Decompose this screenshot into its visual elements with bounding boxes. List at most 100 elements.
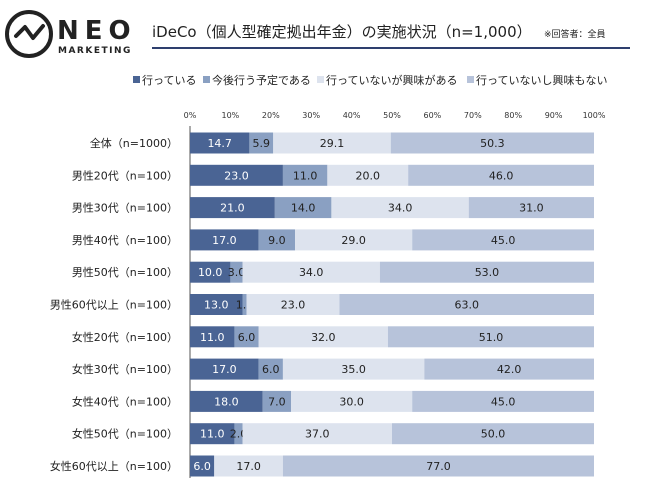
bar-segment — [242, 423, 392, 445]
bar-segment — [392, 423, 594, 445]
bar-value-label: 5.9 — [253, 137, 271, 150]
x-tick-label: 60% — [424, 111, 442, 120]
bar-segment — [274, 197, 332, 219]
bar-segment — [258, 229, 296, 251]
x-tick-label: 30% — [302, 111, 320, 120]
category-label: 女性60代以上（n=100） — [50, 459, 178, 473]
category-label: 女性30代（n=100） — [72, 362, 178, 376]
bar-segment — [190, 229, 259, 251]
bar-value-label: 6.0 — [193, 460, 211, 473]
bar-segment — [190, 164, 283, 186]
bar-segment — [273, 132, 391, 154]
bar-segment — [190, 261, 231, 283]
legend-swatch — [317, 76, 324, 83]
x-tick-label: 10% — [222, 111, 240, 120]
bar-segment — [282, 358, 425, 380]
x-tick-label: 20% — [262, 111, 280, 120]
bar-value-label: 10.0 — [198, 266, 223, 279]
bar-value-label: 30.0 — [339, 395, 364, 408]
bar-segment — [190, 294, 243, 315]
bar-segment — [390, 132, 594, 154]
bar-value-label: 9.0 — [268, 234, 286, 247]
bar-segment — [412, 390, 594, 412]
chart-title: iDeCo（個人型確定拠出年金）の実施状況（n=1,000） — [152, 23, 532, 41]
bar-value-label: 23.0 — [224, 169, 249, 182]
bar-segment — [234, 423, 243, 445]
category-label: 男性50代（n=100） — [72, 265, 178, 279]
category-label: 女性20代（n=100） — [72, 330, 178, 344]
category-label: 男性20代（n=100） — [72, 168, 178, 182]
bar-segment — [327, 164, 409, 186]
legend-swatch — [133, 76, 140, 83]
bar-value-label: 11.0 — [293, 169, 318, 182]
bar-segment — [190, 326, 235, 348]
bar-segment — [282, 455, 594, 477]
bar-segment — [246, 294, 340, 315]
bar-value-label: 6.0 — [262, 363, 280, 376]
bar-segment — [214, 455, 283, 477]
bar-segment — [412, 229, 594, 251]
category-label: 女性50代（n=100） — [72, 427, 178, 441]
category-labels: 全体（n=1000） 男性20代（n=100） 男性30代（n=100） 男性40代（… — [50, 136, 178, 473]
bar-value-label: 51.0 — [479, 331, 504, 344]
bar-segment — [387, 326, 594, 348]
bar-value-label: 31.0 — [519, 202, 544, 215]
bar-segment — [249, 132, 274, 154]
bar-value-label: 50.3 — [480, 137, 505, 150]
legend: 行っている 今後行う予定である 行っていないが興味がある 行っていないし興味もない — [133, 73, 607, 87]
bar-segment — [339, 294, 594, 315]
bar-segment — [282, 164, 328, 186]
bar-segment — [230, 261, 243, 283]
bar-value-label: 50.0 — [481, 428, 506, 441]
bar-value-label: 20.0 — [356, 169, 381, 182]
brand-subtitle: MARKETING — [58, 46, 132, 56]
bar-segment — [190, 455, 215, 477]
bar-value-label: 77.0 — [426, 460, 451, 473]
bar-value-label: 45.0 — [491, 234, 516, 247]
bar-segment — [234, 326, 259, 348]
category-label: 男性30代（n=100） — [72, 201, 178, 215]
bar-value-label: 7.0 — [268, 395, 286, 408]
bar-value-label: 17.0 — [236, 460, 261, 473]
bar-segment — [424, 358, 594, 380]
bar-value-label: 14.0 — [291, 202, 316, 215]
legend-swatch — [467, 76, 474, 83]
bar-value-label: 13.0 — [204, 299, 229, 312]
bar-segment — [258, 358, 283, 380]
respondent-note: ※回答者：全員 — [544, 28, 606, 40]
bar-segment — [190, 197, 275, 219]
x-tick-label: 40% — [343, 111, 361, 120]
bar-value-label: 35.0 — [341, 363, 366, 376]
legend-swatch — [203, 76, 210, 83]
bar-segment — [190, 423, 235, 445]
bar-segment — [242, 294, 247, 315]
bar-segment — [295, 229, 413, 251]
bar-value-label: 6.0 — [238, 331, 256, 344]
category-label: 女性40代（n=100） — [72, 394, 178, 408]
category-label: 全体（n=1000） — [90, 136, 178, 150]
bar-value-label: 21.0 — [220, 202, 245, 215]
bar-segment — [190, 390, 263, 412]
bar-value-label: 11.0 — [200, 331, 225, 344]
bars: 14.7 5.9 29.1 50.3 23.0 11.0 20.0 46.0 21.0 14.0 3… — [190, 132, 594, 477]
brand-name: NEO — [57, 16, 137, 46]
legend-label: 行っている — [142, 74, 196, 87]
x-tick-label: 50% — [383, 111, 401, 120]
bar-value-label: 53.0 — [475, 266, 500, 279]
bar-segment — [331, 197, 469, 219]
x-tick-label: 0% — [184, 111, 197, 120]
legend-label: 今後行う予定である — [212, 73, 311, 87]
bar-segment — [190, 358, 259, 380]
x-tick-label: 100% — [583, 111, 606, 120]
bar-value-label: 29.0 — [341, 234, 366, 247]
logo-zigzag-icon — [14, 24, 45, 40]
bar-value-label: 23.0 — [281, 299, 306, 312]
bar-segment — [190, 132, 250, 154]
bar-value-label: 42.0 — [497, 363, 522, 376]
x-tick-label: 70% — [464, 111, 482, 120]
bar-value-label: 32.0 — [311, 331, 336, 344]
bar-value-label: 11.0 — [200, 428, 225, 441]
category-label: 男性60代以上（n=100） — [50, 298, 178, 312]
bar-value-label: 18.0 — [214, 395, 239, 408]
